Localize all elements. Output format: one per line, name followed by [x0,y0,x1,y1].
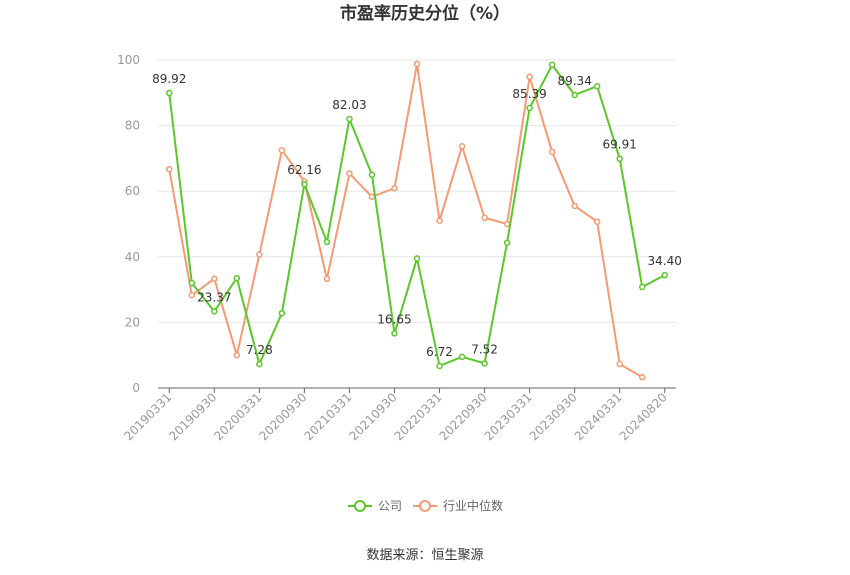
chart-title: 市盈率历史分位（%） [340,3,510,24]
y-tick-label: 0 [132,381,140,395]
data-label: 62.16 [287,163,321,177]
data-point-company [413,255,421,262]
data-point-industry [256,251,263,258]
data-point-company [548,61,556,69]
data-point-industry [503,220,511,228]
x-tick-label: 20230331 [482,390,535,443]
data-point-company [436,362,443,370]
data-point-company [211,308,218,315]
x-tick-label: 20190331 [121,390,174,443]
data-point-industry [548,148,556,156]
data-label: 23.37 [197,290,231,304]
x-tick-label: 20220930 [437,390,490,443]
x-tick-label: 20190930 [166,390,219,443]
source-note: 数据来源：恒生聚源 [366,548,483,563]
x-tick-label: 20220331 [392,390,445,443]
legend[interactable]: 公司 行业中位数 [348,498,503,513]
data-point-company [368,171,376,179]
data-point-company [593,82,601,90]
data-label: 89.34 [557,74,591,88]
y-tick-label: 100 [117,53,140,67]
data-point-industry [233,351,241,359]
data-point-company [233,274,241,282]
data-point-company [661,271,668,279]
x-tick-label: 20240331 [572,390,625,443]
data-label: 7.52 [471,342,498,356]
data-point-industry [458,143,466,150]
data-point-company [346,115,353,123]
data-point-company [256,360,263,368]
y-axis: 0 20 40 60 80 100 [117,53,140,395]
x-tick-label: 20240820 [617,390,670,443]
data-point-industry [278,146,286,154]
data-point-industry [323,275,331,283]
data-label: 34.40 [648,254,682,268]
data-point-industry [436,217,443,224]
y-tick-label: 80 [125,119,140,133]
legend-marker-company [354,500,366,512]
data-point-company [278,309,286,317]
data-point-company [638,283,646,291]
data-point-industry [593,218,601,225]
legend-label-company: 公司 [378,499,402,513]
data-point-industry [481,214,488,222]
data-point-company [458,353,466,361]
data-label: 7.28 [246,343,273,357]
y-tick-label: 20 [125,315,140,329]
data-point-industry [571,202,578,210]
data-point-company [526,104,533,112]
legend-item-industry[interactable]: 行业中位数 [413,498,503,513]
data-point-company [166,89,173,97]
data-point-company [188,279,196,287]
data-point-company [571,91,578,99]
x-tick-label: 20210331 [301,390,354,443]
data-point-company [503,239,511,246]
data-point-company [301,180,308,188]
data-point-industry [188,291,196,299]
data-point-company [481,360,488,367]
x-tick-label: 20200930 [256,390,309,443]
data-label: 16.65 [377,312,411,326]
data-labels: 89.92 23.37 7.28 62.16 82.03 16.65 6.72 7.52 85.… [152,72,682,359]
data-point-industry [346,170,353,177]
grid [158,59,676,323]
x-tick-label: 20200331 [211,390,264,443]
data-label: 89.92 [152,72,186,86]
y-tick-label: 40 [125,250,140,264]
legend-item-company[interactable]: 公司 [348,499,402,513]
series-line-industry [168,62,643,379]
data-label: 69.91 [603,138,637,152]
data-point-company [616,155,623,162]
data-label: 6.72 [426,345,453,359]
data-point-industry [413,60,421,68]
legend-label-industry: 行业中位数 [443,498,503,513]
data-label: 82.03 [332,98,366,112]
data-point-industry [368,193,376,201]
data-point-industry [526,73,533,80]
data-point-industry [638,373,646,381]
x-tick-label: 20210930 [347,390,400,443]
data-point-industry [616,360,623,368]
data-point-industry [391,184,398,192]
data-point-company [323,238,331,246]
data-point-industry [166,165,173,173]
series-lines [166,60,668,381]
legend-marker-industry [419,500,431,512]
x-tick-label: 20230930 [527,390,580,443]
y-tick-label: 60 [125,184,140,198]
data-label: 85.39 [512,87,546,101]
data-point-industry [211,275,218,283]
x-axis: 2019033120190930202003312020093020210331… [121,387,676,443]
data-point-company [391,330,398,337]
